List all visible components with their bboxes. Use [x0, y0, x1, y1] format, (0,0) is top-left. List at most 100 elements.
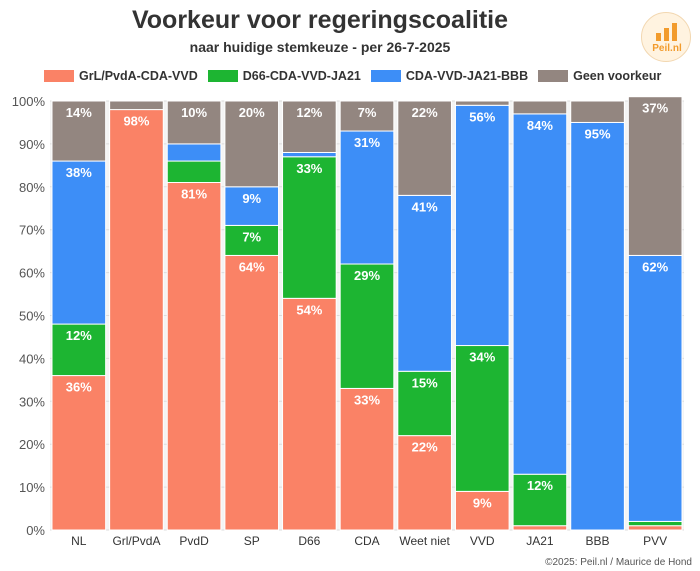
bar-segment	[282, 156, 337, 299]
x-category-label: BBB	[586, 534, 610, 548]
x-category-label: Weet niet	[399, 534, 450, 548]
chart-title: Voorkeur voor regeringscoalitie	[131, 6, 509, 34]
y-tick-label: 90%	[19, 137, 45, 152]
data-label: 10%	[181, 105, 207, 120]
bar-segment	[512, 113, 568, 475]
bar-segment	[570, 121, 625, 531]
bar-segment	[627, 254, 683, 522]
data-label: 12%	[66, 328, 92, 343]
bar-segment	[282, 297, 337, 531]
bar-segment	[166, 182, 222, 531]
bar-segment	[224, 186, 280, 226]
legend-swatch	[538, 70, 569, 82]
data-label: 9%	[242, 191, 261, 206]
legend-item-1: GrL/PvdA-CDA-VVD	[44, 69, 198, 83]
data-label: 38%	[66, 165, 92, 180]
data-label: 9%	[473, 495, 492, 510]
data-label: 20%	[239, 105, 265, 120]
data-label: 34%	[469, 350, 495, 365]
data-label: 22%	[412, 105, 438, 120]
bar-segment	[224, 100, 280, 188]
bar-segment	[339, 263, 395, 389]
y-tick-label: 100%	[12, 94, 46, 109]
bar-segment	[282, 151, 337, 158]
x-category-label: CDA	[354, 534, 379, 548]
bar-segment	[339, 387, 395, 531]
x-category-label: NL	[71, 534, 87, 548]
legend-item-4: Geen voorkeur	[538, 69, 661, 83]
bar-segment	[282, 100, 337, 153]
bar-segment	[339, 100, 395, 132]
data-label: 64%	[239, 259, 265, 274]
bar-segment	[51, 160, 107, 325]
legend-label: D66-CDA-VVD-JA21	[242, 69, 361, 83]
x-category-label: Grl/PvdA	[112, 534, 160, 548]
bar-segment	[397, 435, 452, 531]
chart-subtitle: naar huidige stemkeuze - per 26-7-2025	[189, 39, 451, 55]
y-tick-label: 20%	[19, 437, 45, 452]
data-label: 31%	[354, 135, 380, 150]
data-label: 37%	[642, 101, 668, 116]
y-tick-label: 70%	[19, 223, 45, 238]
data-label: 12%	[296, 105, 322, 120]
data-label: 41%	[412, 199, 438, 214]
x-category-label: VVD	[470, 534, 495, 548]
data-label: 95%	[585, 126, 611, 141]
data-label: 7%	[358, 105, 377, 120]
data-label: 22%	[412, 440, 438, 455]
bar-segment	[454, 104, 510, 347]
bar-segment	[51, 323, 107, 377]
x-category-label: SP	[244, 534, 260, 548]
legend-swatch	[370, 70, 401, 82]
y-tick-label: 0%	[26, 523, 45, 538]
copyright-credit: ©2025: Peil.nl / Maurice de Hond	[545, 557, 692, 568]
bar-segment	[109, 109, 164, 531]
y-tick-label: 60%	[19, 266, 45, 281]
bar-segment	[51, 100, 107, 162]
peil-logo: Peil.nl	[641, 12, 691, 62]
y-tick-label: 80%	[19, 180, 45, 195]
chart-legend: GrL/PvdA-CDA-VVD D66-CDA-VVD-JA21 CDA-VVD-…	[44, 66, 661, 86]
bar-segment	[397, 194, 452, 372]
logo-text: Peil.nl	[652, 43, 682, 54]
data-label: 36%	[66, 380, 92, 395]
bar-segment	[512, 100, 568, 115]
data-label: 7%	[242, 229, 261, 244]
bar-segment	[512, 525, 568, 531]
legend-label: Geen voorkeur	[573, 69, 662, 83]
y-tick-label: 50%	[19, 309, 45, 324]
bar-segment	[570, 100, 625, 123]
data-label: 33%	[354, 392, 380, 407]
data-label: 98%	[123, 114, 149, 129]
data-label: 14%	[66, 105, 92, 120]
x-category-label: PVV	[643, 534, 667, 548]
bar-segment	[627, 96, 683, 256]
bar-segment	[627, 525, 683, 531]
data-label: 29%	[354, 268, 380, 283]
bar-segment	[512, 473, 568, 527]
bar-segment	[166, 100, 222, 145]
data-label: 62%	[642, 259, 668, 274]
bar-segment	[339, 130, 395, 265]
legend-item-3: CDA-VVD-JA21-BBB	[370, 69, 529, 83]
bar-segment	[397, 370, 452, 437]
data-label: 54%	[296, 302, 322, 317]
bar-chart-icon	[656, 23, 678, 41]
x-category-label: JA21	[526, 534, 554, 548]
legend-label: GrL/PvdA-CDA-VVD	[79, 69, 198, 83]
x-category-label: PvdD	[179, 534, 209, 548]
y-tick-label: 30%	[19, 394, 45, 409]
data-label: 15%	[412, 375, 438, 390]
legend-item-2: D66-CDA-VVD-JA21	[207, 69, 361, 83]
bar-segment	[224, 224, 280, 256]
data-label: 33%	[296, 161, 322, 176]
legend-swatch	[44, 70, 74, 82]
y-tick-label: 10%	[19, 480, 45, 495]
legend-label: CDA-VVD-JA21-BBB	[405, 69, 529, 83]
bar-segment	[51, 375, 107, 531]
x-category-label: D66	[298, 534, 320, 548]
data-label: 81%	[181, 187, 207, 202]
bar-segment	[454, 100, 510, 106]
bar-segment	[166, 160, 222, 184]
